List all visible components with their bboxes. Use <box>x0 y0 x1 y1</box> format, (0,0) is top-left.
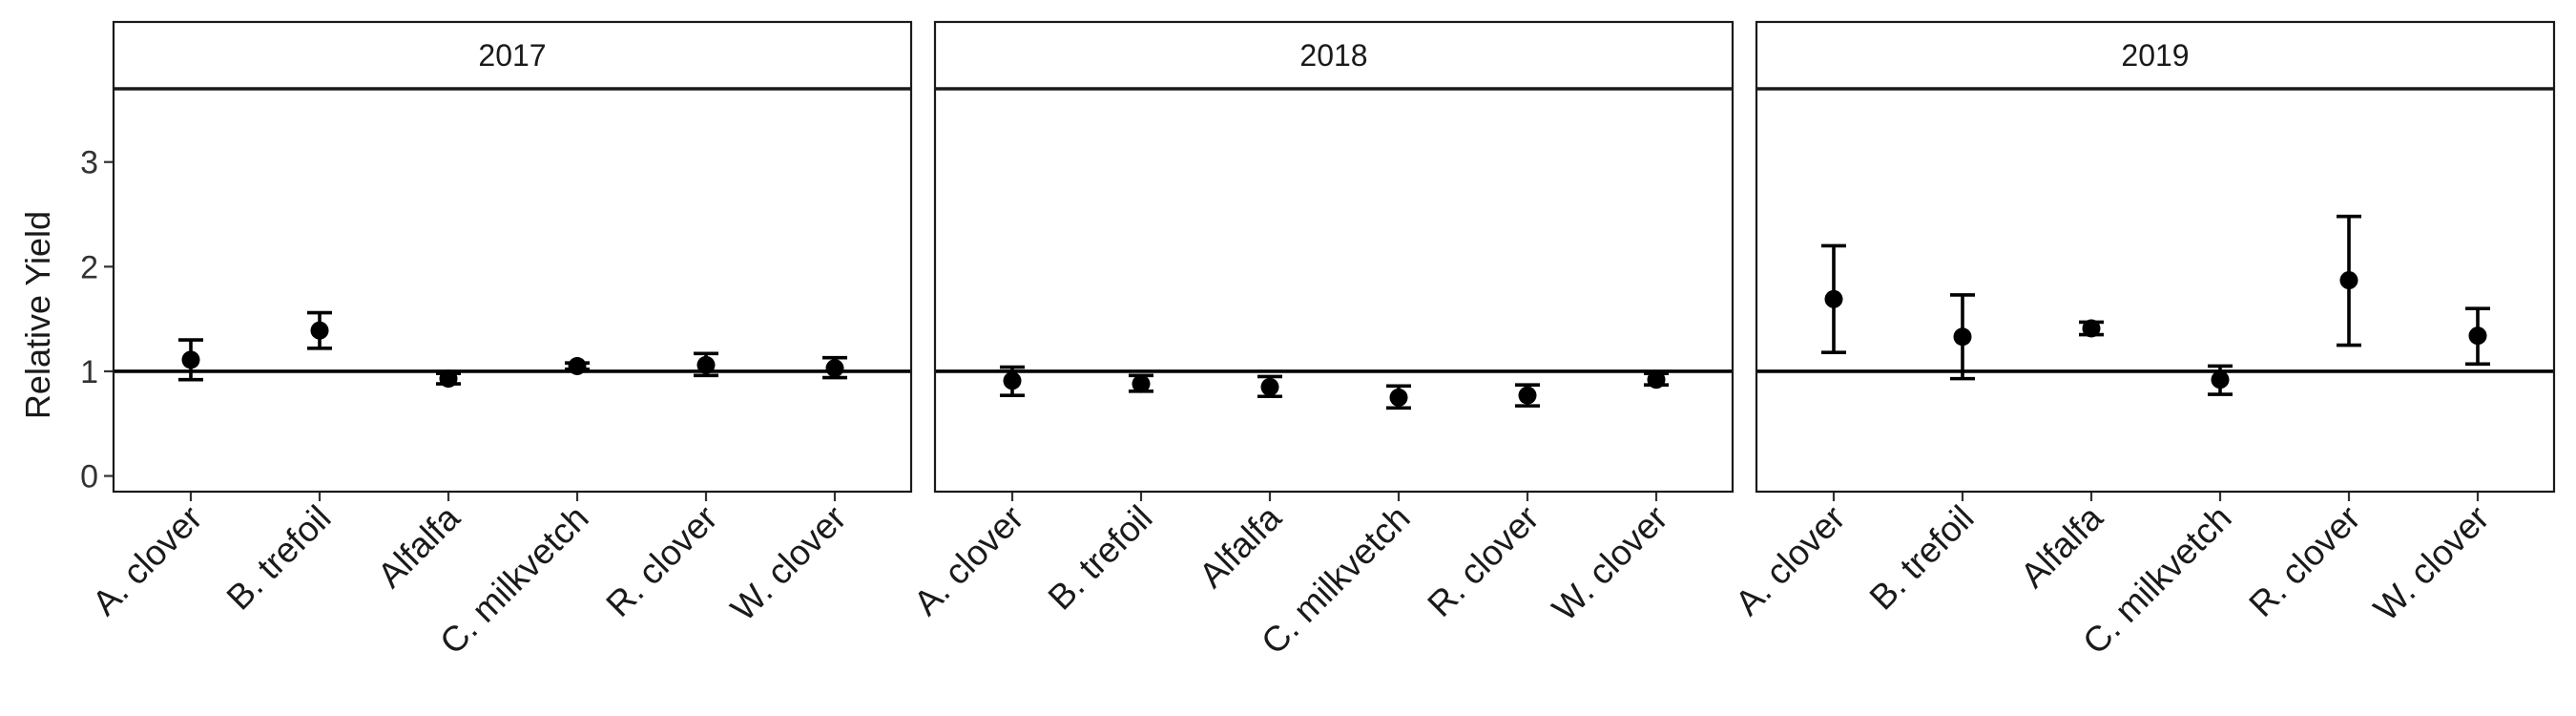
data-point <box>1260 377 1279 396</box>
error-bar-c-milkvetch <box>1386 384 1411 411</box>
error-bar-b-trefoil <box>1950 293 1975 381</box>
error-bar-w-clover <box>822 355 847 380</box>
y-tick-label: 1 <box>80 354 98 390</box>
x-tick-label: R. clover <box>2241 498 2367 624</box>
x-tick-label: B. trefoil <box>1862 498 1982 618</box>
data-point <box>825 359 844 378</box>
data-point <box>696 355 716 374</box>
data-point <box>310 321 329 340</box>
panel-border <box>933 20 1735 494</box>
error-bar-c-milkvetch <box>565 356 590 375</box>
data-point <box>181 350 200 369</box>
data-point <box>1389 388 1408 407</box>
data-point <box>568 356 587 375</box>
x-tick-label: A. clover <box>1728 498 1853 623</box>
y-tick-label: 3 <box>80 145 98 181</box>
strip-background <box>1756 22 2554 89</box>
error-bar-a-clover <box>1000 365 1025 397</box>
error-bar-a-clover <box>178 338 203 382</box>
x-tick-label: W. clover <box>2366 498 2497 629</box>
data-point <box>439 369 458 389</box>
x-tick-label: B. trefoil <box>219 498 339 618</box>
data-point <box>2339 271 2358 290</box>
y-axis: 0 1 2 3 <box>80 145 114 495</box>
error-bar-alfalfa <box>436 369 461 389</box>
error-bar-b-trefoil <box>1129 373 1153 393</box>
error-bar-w-clover <box>2465 306 2490 367</box>
data-point <box>1003 371 1022 390</box>
x-tick-label: R. clover <box>1420 498 1546 624</box>
error-bar-w-clover <box>1644 370 1669 390</box>
data-point <box>1824 289 1843 308</box>
y-axis-label: Relative Yield <box>18 211 57 419</box>
data-point <box>1518 386 1537 405</box>
data-point <box>2211 370 2230 390</box>
y-tick-label: 0 <box>80 459 98 495</box>
x-tick-label: R. clover <box>598 498 724 624</box>
error-bar-a-clover <box>1821 243 1846 355</box>
x-tick-label: W. clover <box>1545 498 1675 629</box>
panel-strip-label: 2017 <box>478 38 546 73</box>
x-tick-label: A. clover <box>85 498 210 623</box>
strip-background <box>935 22 1733 89</box>
x-tick-label: B. trefoil <box>1041 498 1160 618</box>
data-point <box>2468 326 2487 346</box>
error-bar-r-clover <box>1515 383 1540 408</box>
error-bar-c-milkvetch <box>2208 364 2233 396</box>
error-bar-b-trefoil <box>307 310 332 350</box>
error-bar-alfalfa <box>2079 319 2104 338</box>
data-point <box>1953 327 1972 347</box>
y-tick-label: 2 <box>80 249 98 285</box>
x-tick-label: A. clover <box>906 498 1031 623</box>
panel-border <box>1755 20 2556 494</box>
x-tick-label: Alfalfa <box>2013 497 2110 595</box>
x-tick-label: W. clover <box>723 498 854 629</box>
x-tick-label: Alfalfa <box>370 497 467 595</box>
error-bar-r-clover <box>694 351 718 378</box>
panel-strip-label: 2018 <box>1299 38 1367 73</box>
error-bar-alfalfa <box>1257 374 1282 399</box>
data-point <box>2082 319 2101 338</box>
strip-background <box>114 22 911 89</box>
data-point <box>1647 370 1666 390</box>
panel-strip-label: 2019 <box>2121 38 2189 73</box>
panel-border <box>112 20 913 494</box>
x-tick-label: Alfalfa <box>1192 497 1289 595</box>
data-point <box>1132 374 1151 393</box>
error-bar-r-clover <box>2337 214 2361 347</box>
